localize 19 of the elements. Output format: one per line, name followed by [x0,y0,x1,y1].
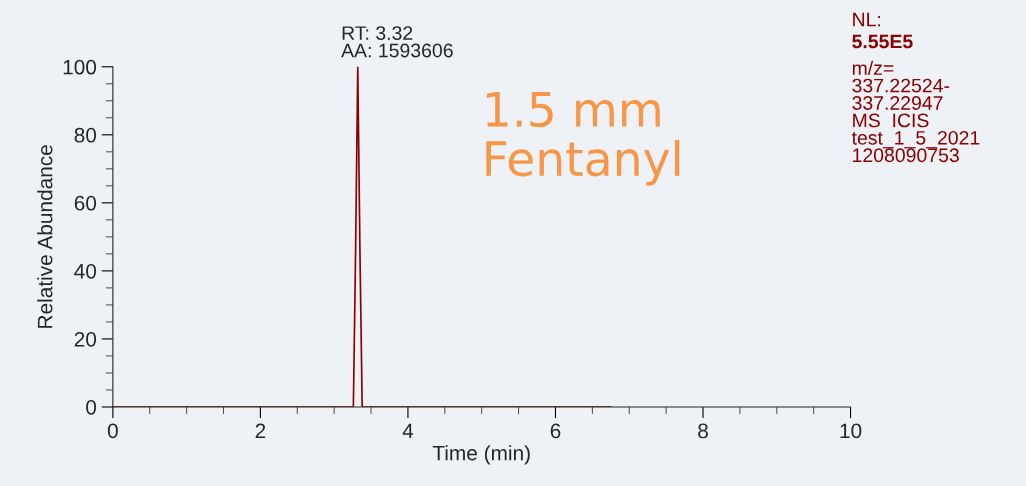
y-tick-label: 80 [74,127,97,143]
y-tick-label: 60 [74,195,97,211]
x-tick-label: 4 [402,423,414,439]
x-axis-title: Time (min) [432,445,530,465]
x-tick-label: 10 [840,423,862,439]
x-tick-label: 2 [255,423,266,439]
y-tick-label: 40 [74,263,97,279]
text: 5.55E5 [852,34,913,49]
y-tick-label: 20 [74,331,97,347]
y-tick-label: 100 [63,59,97,75]
x-tick-label: 6 [550,423,561,439]
y-tick-label: 0 [86,399,97,415]
text: m/z= 337.22524- 337.22947 MS ICIS test_1_5_2021 1208090753 [851,60,980,163]
x-tick-label: 0 [107,423,118,439]
text: NL: [853,12,881,27]
annotation: 1.5 mm Fentanyl [486,92,680,186]
annotation: RT: 3.32 AA: 1593606 [341,26,453,58]
x-tick-label: 8 [698,423,708,439]
y-axis-title: Relative Abundance [37,145,53,328]
